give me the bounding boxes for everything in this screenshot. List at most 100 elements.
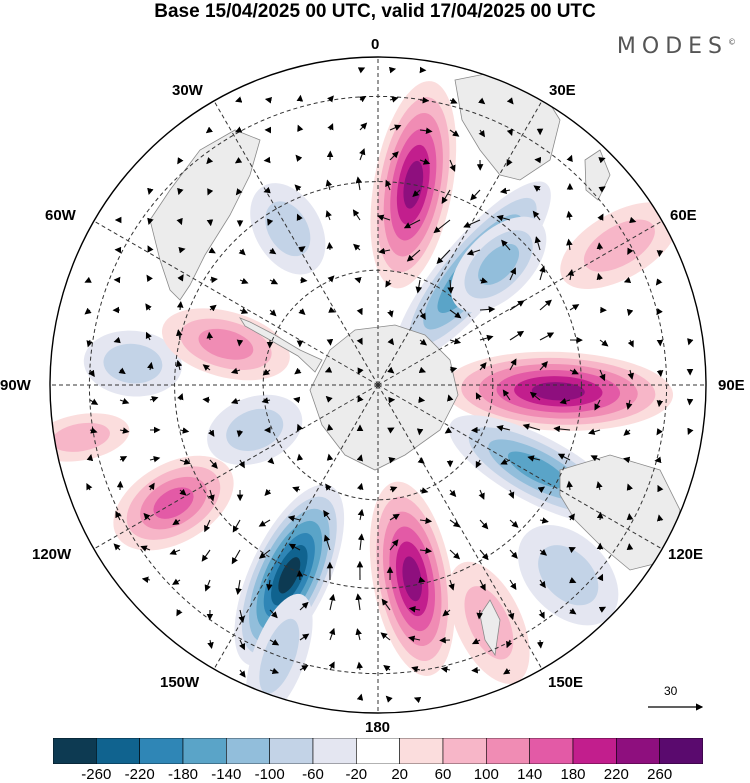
wind-vector-181: [261, 397, 271, 404]
wind-vector-265: [357, 508, 365, 521]
wind-vector-249: [449, 489, 457, 498]
wind-vector-110: [596, 272, 604, 281]
wind-vector-268: [449, 519, 461, 528]
wind-vector-65: [377, 214, 391, 221]
wind-vector-240: [179, 488, 187, 496]
wind-vector-142: [356, 337, 363, 345]
wind-vector-323: [569, 607, 577, 615]
wind-vector-343: [411, 666, 421, 673]
wind-vector-172: [627, 369, 635, 380]
wind-vector-141: [326, 338, 334, 346]
wind-vector-330: [355, 628, 362, 641]
wind-vector-305: [479, 579, 486, 591]
wind-vector-153: [687, 338, 694, 346]
wind-vector-156: [147, 361, 154, 371]
wind-vector-82: [353, 243, 361, 251]
wind-vector-107: [509, 267, 517, 281]
wind-vector-177: [149, 396, 159, 403]
meridian-330: [213, 100, 379, 386]
wind-vector-211: [522, 423, 541, 431]
wind-vector-87: [501, 239, 511, 251]
wind-vector-214: [623, 428, 631, 436]
wind-vector-290: [539, 549, 548, 556]
colorbar-swatch-12: [572, 738, 617, 764]
wind-vector-169: [539, 361, 548, 371]
copyright-mark: ©: [728, 37, 736, 47]
wind-vector-299: [296, 570, 304, 581]
lon-label-30e: 30E: [549, 82, 576, 99]
colorbar-tick-label: 260: [647, 766, 673, 783]
wind-vector-336: [536, 639, 544, 649]
wind-vector-233: [557, 453, 571, 461]
wind-vector-112: [655, 278, 663, 286]
colorbar-swatch-5: [269, 738, 314, 764]
lon-label-180: 180: [365, 719, 391, 736]
wind-vector-194: [656, 399, 664, 408]
wind-vector-85: [436, 249, 451, 264]
wind-vector-111: [623, 276, 632, 284]
wind-vector-184: [357, 395, 364, 403]
wind-vector-146: [479, 334, 494, 342]
wind-vector-280: [231, 549, 241, 565]
wind-vector-317: [381, 598, 391, 611]
wind-vector-52: [499, 187, 511, 194]
wind-vector-157: [175, 359, 183, 371]
wind-vector-136: [175, 329, 183, 341]
wind-vector-180: [230, 397, 241, 405]
colorbar-tick-label: 60: [434, 766, 452, 783]
wind-vector-31: [359, 148, 366, 161]
wind-vector-125: [449, 309, 462, 319]
wind-vector-61: [267, 218, 274, 226]
colorbar-swatch-0: [53, 738, 97, 764]
colorbar-tick-label: -260: [81, 766, 112, 783]
meridian-120: [377, 384, 663, 550]
wind-vector-70: [532, 210, 541, 221]
lon-label-60e: 60E: [670, 207, 697, 224]
wind-vector-7: [358, 95, 367, 103]
wind-vector-308: [569, 577, 577, 584]
wind-vector-36: [506, 159, 513, 167]
wind-vector-127: [509, 300, 525, 311]
wind-vector-154: [88, 369, 95, 378]
wind-vector-258: [143, 512, 151, 521]
wind-vector-206: [387, 427, 395, 434]
wind-vector-32: [389, 151, 399, 161]
wind-vector-289: [509, 549, 518, 559]
colorbar-swatch-3: [182, 738, 227, 764]
wind-vector-267: [419, 517, 433, 524]
wind-vector-243: [264, 488, 272, 497]
wind-vector-144: [419, 338, 428, 346]
wind-vector-218: [119, 456, 128, 463]
lon-label-150e: 150E: [548, 674, 584, 691]
wind-vector-158: [202, 364, 211, 371]
wind-vector-283: [323, 534, 331, 551]
wind-vector-104: [415, 279, 423, 294]
wind-vector-287: [449, 549, 461, 560]
wind-vector-256: [657, 484, 664, 493]
wind-vector-66: [403, 219, 421, 229]
wind-vector-105: [447, 279, 454, 294]
wind-vector-273: [596, 511, 604, 521]
colorbar-tick-label: 100: [473, 766, 499, 783]
colorbar-swatch-13: [616, 738, 660, 764]
wind-vector-222: [238, 459, 245, 469]
wind-vector-324: [598, 606, 607, 613]
wind-vector-284: [357, 533, 365, 551]
wind-vector-101: [327, 275, 335, 283]
wind-vector-6: [327, 95, 334, 103]
wind-vector-191: [559, 398, 571, 405]
wind-vector-155: [118, 367, 126, 375]
wind-vector-53: [533, 185, 541, 192]
wind-vector-59: [206, 219, 214, 227]
wind-vector-332: [408, 635, 421, 643]
wind-vector-92: [656, 249, 664, 257]
wind-vector-145: [449, 338, 462, 345]
wind-vector-115: [145, 303, 152, 311]
wind-vector-38: [566, 154, 573, 163]
lon-label-90w: 90W: [0, 377, 31, 394]
wind-vector-78: [238, 248, 246, 256]
wind-vector-328: [299, 633, 310, 641]
wind-vector-342: [383, 664, 391, 672]
wind-vector-51: [470, 189, 481, 201]
colorbar-swatch-4: [226, 738, 270, 764]
